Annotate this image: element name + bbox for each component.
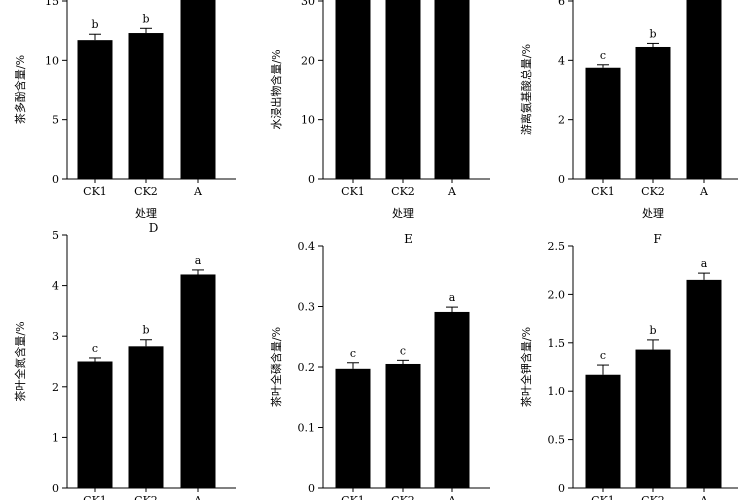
y-tick-label: 20 — [301, 54, 315, 67]
bar — [77, 361, 113, 488]
x-tick-label: A — [193, 494, 203, 500]
chart-panel-2: 0 10 20 30 水浸出物含量/% CK1 CK2 A 处理 — [269, 0, 490, 220]
y-tick-label: 0 — [308, 482, 315, 495]
x-tick-label: CK2 — [391, 185, 415, 198]
y-tick-label: 0 — [52, 173, 59, 186]
x-tick-label: CK2 — [641, 494, 665, 500]
bar — [585, 67, 621, 179]
bar — [635, 46, 671, 179]
y-tick-label: 1 — [52, 431, 59, 444]
significance-label: b — [649, 324, 656, 337]
y-axis-label: 游离氨基酸总量/% — [519, 44, 533, 135]
y-tick-label: 2 — [52, 381, 59, 394]
y-tick-label: 4 — [52, 280, 59, 293]
x-tick-label: CK2 — [134, 185, 158, 198]
y-tick-label: 0 — [52, 482, 59, 495]
y-axis-label: 茶叶全磷含量/% — [269, 327, 283, 407]
x-axis-label: 处理 — [135, 207, 157, 220]
x-axis-label: 处理 — [392, 207, 414, 220]
bar — [385, 363, 421, 488]
chart-panel-1: 0 5 10 15 茶多酚含量/% b CK1 b CK2 A 处理 — [13, 0, 236, 220]
significance-label: b — [649, 27, 656, 40]
y-tick-label: 0.3 — [298, 301, 316, 314]
bar — [335, 368, 371, 488]
y-tick-label: 2 — [558, 114, 565, 127]
y-tick-label: 1.0 — [548, 385, 566, 398]
x-tick-label: CK1 — [83, 185, 107, 198]
x-tick-label: A — [193, 185, 203, 198]
significance-label: a — [195, 254, 202, 267]
y-axis-label: 水浸出物含量/% — [269, 49, 283, 129]
x-tick-label: A — [699, 494, 709, 500]
significance-label: b — [91, 18, 98, 31]
y-tick-label: 10 — [45, 54, 59, 67]
x-tick-label: CK1 — [591, 185, 615, 198]
y-tick-label: 0 — [558, 482, 565, 495]
bar — [77, 40, 113, 179]
y-tick-label: 6 — [558, 0, 565, 8]
bar — [128, 346, 164, 488]
chart-panel-5: 0 0.1 0.2 0.3 0.4 茶叶全磷含量/% Ec CK1 c CK2 a A — [269, 232, 490, 500]
bar — [686, 0, 722, 180]
y-tick-label: 0.2 — [298, 361, 316, 374]
y-tick-label: 0 — [308, 173, 315, 186]
x-tick-label: CK2 — [641, 185, 665, 198]
x-tick-label: CK1 — [591, 494, 615, 500]
x-tick-label: CK1 — [341, 185, 365, 198]
panel-label: E — [404, 232, 413, 246]
y-axis-label: 茶叶全氮含量/% — [13, 321, 27, 401]
significance-label: a — [449, 291, 456, 304]
chart-panel-6: 0 0.5 1.0 1.5 2.0 2.5 茶叶全钾含量/% Fc CK1 b CK2 a A — [519, 232, 738, 500]
y-tick-label: 10 — [301, 114, 315, 127]
significance-label: a — [701, 257, 708, 270]
significance-label: c — [92, 342, 98, 355]
bar — [335, 0, 371, 180]
x-tick-label: A — [699, 185, 709, 198]
significance-label: c — [350, 347, 356, 360]
x-tick-label: CK1 — [83, 494, 107, 500]
y-tick-label: 3 — [52, 330, 59, 343]
y-tick-label: 5 — [52, 114, 59, 127]
y-tick-label: 2.5 — [548, 240, 566, 253]
significance-label: b — [142, 324, 149, 337]
significance-label: c — [600, 49, 606, 62]
chart-panel-3: 0 2 4 6 游离氨基酸总量/% c CK1 b CK2 A 处理 — [519, 0, 738, 220]
y-tick-label: 4 — [558, 54, 565, 67]
bar — [635, 349, 671, 488]
y-axis-label: 茶多酚含量/% — [13, 55, 27, 124]
x-tick-label: CK2 — [391, 494, 415, 500]
significance-label: b — [142, 12, 149, 25]
bar — [434, 311, 470, 488]
y-tick-label: 5 — [52, 229, 59, 242]
panel-label: D — [149, 221, 159, 235]
x-tick-label: CK2 — [134, 494, 158, 500]
chart-panel-4: 0 1 2 3 4 5 茶叶全氮含量/% Dc CK1 b CK2 a A — [13, 221, 236, 500]
significance-label: c — [400, 344, 406, 357]
panel-label: F — [653, 232, 661, 246]
y-tick-label: 0.5 — [548, 434, 566, 447]
y-tick-label: 30 — [301, 0, 315, 8]
x-tick-label: A — [447, 494, 457, 500]
bar — [385, 0, 421, 180]
bar — [128, 33, 164, 179]
y-tick-label: 0.4 — [298, 240, 316, 253]
y-axis-label: 茶叶全钾含量/% — [519, 327, 533, 407]
bar — [180, 274, 216, 488]
x-tick-label: A — [447, 185, 457, 198]
significance-label: c — [600, 349, 606, 362]
y-tick-label: 1.5 — [548, 337, 566, 350]
bar — [585, 374, 621, 488]
y-tick-label: 0 — [558, 173, 565, 186]
bar — [180, 0, 216, 180]
bar — [434, 0, 470, 180]
y-tick-label: 2.0 — [548, 288, 566, 301]
bar — [686, 279, 722, 488]
y-tick-label: 15 — [45, 0, 59, 8]
x-tick-label: CK1 — [341, 494, 365, 500]
x-axis-label: 处理 — [642, 207, 664, 220]
y-tick-label: 0.1 — [298, 422, 316, 435]
